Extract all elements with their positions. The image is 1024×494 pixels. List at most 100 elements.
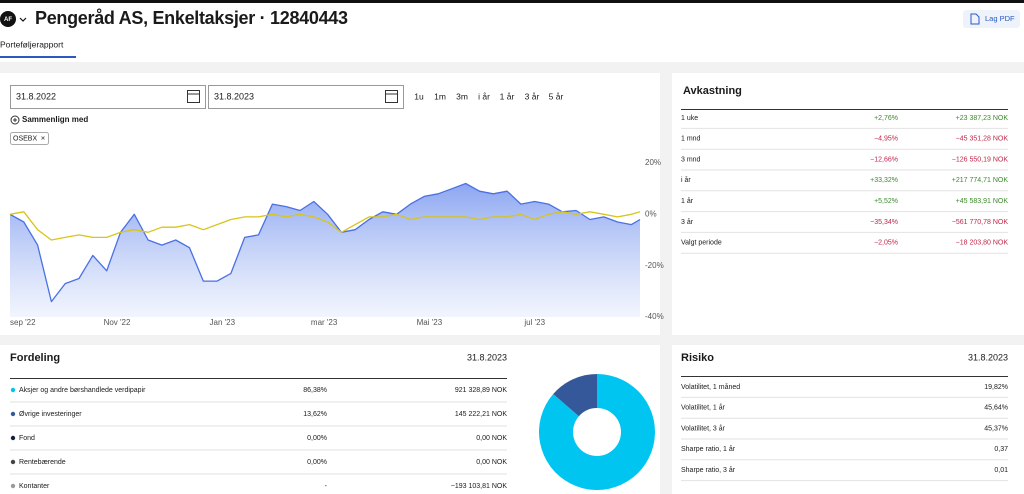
legend-dot bbox=[10, 459, 16, 465]
row-label: 1 år bbox=[681, 197, 694, 205]
risiko-panel bbox=[672, 345, 1024, 494]
row-label: Sharpe ratio, 1 år bbox=[681, 445, 736, 453]
row-label: 3 mnd bbox=[681, 156, 701, 163]
x-tick-label: mar '23 bbox=[311, 318, 338, 327]
y-tick-label: -20% bbox=[645, 261, 664, 270]
plus-icon bbox=[10, 115, 20, 125]
row-percent: +2,76% bbox=[874, 115, 898, 122]
calendar-icon bbox=[385, 90, 398, 103]
x-tick-label: Nov '22 bbox=[104, 318, 131, 327]
period-button[interactable]: 3 år bbox=[525, 91, 540, 101]
row-value: 0,01 bbox=[994, 467, 1008, 474]
to-date: 31.8.2023 bbox=[214, 91, 254, 101]
row-label: Valgt periode bbox=[681, 240, 722, 247]
top-bar bbox=[0, 0, 1024, 3]
row-percent: +33,32% bbox=[870, 177, 898, 184]
row-percent: 0,00% bbox=[307, 459, 327, 466]
row-label: Aksjer og andre børshandlede verdipapir bbox=[19, 387, 146, 394]
period-button[interactable]: 3m bbox=[456, 91, 468, 101]
row-label: 3 år bbox=[681, 218, 694, 226]
line bbox=[9, 182, 641, 303]
row-amount: 0,00 NOK bbox=[476, 435, 507, 442]
row-amount: 921 328,89 NOK bbox=[455, 387, 507, 394]
avatar-text: AF bbox=[4, 17, 12, 23]
chip-close[interactable] bbox=[41, 136, 45, 140]
row-percent: −2,05% bbox=[874, 240, 898, 247]
row-label: Volatilitet, 1 år bbox=[681, 404, 726, 412]
x-tick-label: Mai '23 bbox=[417, 318, 443, 327]
period-button[interactable]: 1m bbox=[434, 91, 446, 101]
compare-label[interactable]: Sammenlign med bbox=[22, 115, 88, 124]
line bbox=[9, 211, 641, 241]
header-bg bbox=[0, 0, 1024, 62]
row-value: 0,37 bbox=[994, 446, 1008, 453]
row-percent: 13,62% bbox=[303, 411, 327, 418]
row-amount: −561 770,78 NOK bbox=[952, 219, 1009, 226]
area bbox=[10, 183, 640, 317]
row-amount: −18 203,80 NOK bbox=[956, 240, 1009, 247]
x-tick-label: Jan '23 bbox=[210, 318, 236, 327]
y-tick-label: -40% bbox=[645, 312, 664, 321]
row-value: 19,82% bbox=[984, 384, 1008, 391]
row-amount: +217 774,71 NOK bbox=[952, 177, 1009, 184]
row-amount: −126 550,19 NOK bbox=[952, 156, 1009, 163]
row-percent: +5,52% bbox=[874, 198, 898, 205]
section-title: Risiko bbox=[681, 352, 714, 364]
legend-dot bbox=[10, 435, 16, 441]
row-amount: 0,00 NOK bbox=[476, 459, 507, 466]
row-amount: 145 222,21 NOK bbox=[455, 411, 507, 418]
row-label: 1 mnd bbox=[681, 136, 701, 143]
row-label: i år bbox=[681, 176, 691, 184]
row-percent: −12,66% bbox=[870, 156, 898, 163]
plus-icon-cross bbox=[13, 118, 17, 122]
to-date-input[interactable] bbox=[208, 85, 404, 109]
row-value: 45,37% bbox=[984, 425, 1008, 432]
row-value: 45,64% bbox=[984, 405, 1008, 412]
y-tick-label: 0% bbox=[645, 209, 657, 218]
donut-slice bbox=[553, 374, 597, 417]
row-label: 1 uke bbox=[681, 115, 698, 122]
donut-slice bbox=[539, 374, 655, 490]
row-amount: +45 583,91 NOK bbox=[956, 198, 1009, 205]
row-label: Sharpe ratio, 3 år bbox=[681, 466, 736, 474]
period-button[interactable]: 1 år bbox=[500, 91, 515, 101]
section-date: 31.8.2023 bbox=[467, 352, 507, 362]
row-label: Øvrige investeringer bbox=[19, 411, 82, 418]
legend-dot bbox=[10, 483, 16, 489]
pdf-icon bbox=[970, 13, 980, 25]
x-tick-label: jul '23 bbox=[523, 318, 545, 327]
avkastning-panel bbox=[672, 73, 1024, 335]
chip[interactable] bbox=[10, 132, 49, 145]
chevron[interactable] bbox=[19, 17, 27, 22]
row-label: Volatilitet, 1 måned bbox=[681, 383, 740, 391]
avatar[interactable] bbox=[0, 11, 16, 27]
row-amount: −45 351,28 NOK bbox=[956, 136, 1009, 143]
legend-dot bbox=[10, 411, 16, 417]
row-percent: −35,34% bbox=[870, 219, 898, 226]
from-date-input[interactable] bbox=[10, 85, 206, 109]
y-tick-label: 20% bbox=[645, 158, 661, 167]
period-button[interactable]: i år bbox=[478, 91, 490, 101]
page-title: Pengeråd AS, Enkeltaksjer · 12840443 bbox=[35, 8, 348, 28]
pdf-label: Lag PDF bbox=[985, 14, 1015, 23]
legend-dot bbox=[10, 387, 16, 393]
tab-underline bbox=[0, 56, 76, 58]
row-percent: - bbox=[325, 483, 328, 490]
row-percent: 0,00% bbox=[307, 435, 327, 442]
row-label: Kontanter bbox=[19, 483, 50, 490]
chip-label: OSEBX bbox=[13, 135, 37, 142]
section-title: Avkastning bbox=[683, 85, 742, 97]
section-title: Fordeling bbox=[10, 352, 60, 364]
from-date: 31.8.2022 bbox=[16, 91, 56, 101]
x-tick-label: sep '22 bbox=[10, 318, 36, 327]
row-amount: −193 103,81 NOK bbox=[451, 483, 508, 490]
calendar-icon bbox=[187, 90, 200, 103]
row-label: Volatilitet, 3 år bbox=[681, 424, 726, 432]
row-label: Rentebærende bbox=[19, 459, 66, 466]
tab[interactable]: Porteføljerapport bbox=[0, 39, 64, 49]
period-button[interactable]: 5 år bbox=[549, 91, 564, 101]
period-button[interactable]: 1u bbox=[414, 91, 424, 101]
row-percent: −4,95% bbox=[874, 136, 898, 143]
